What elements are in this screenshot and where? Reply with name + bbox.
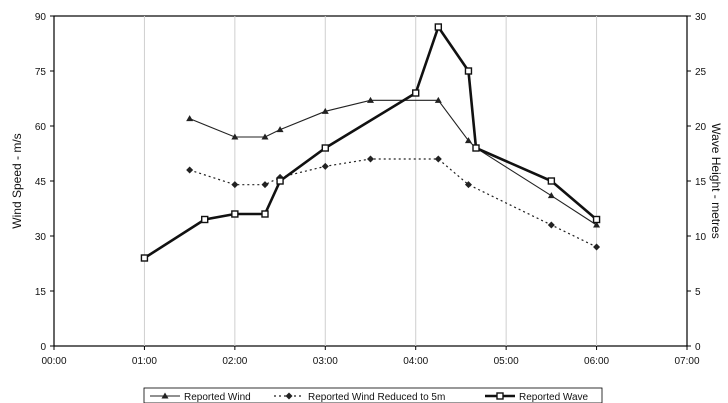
- y-right-tick-label: 15: [695, 177, 707, 188]
- square-marker: [140, 254, 149, 262]
- y-right-axis-title: Wave Height - metres: [709, 123, 723, 239]
- square-marker: [276, 177, 284, 185]
- x-tick-label: 00:00: [41, 356, 66, 367]
- diamond-marker: [231, 181, 239, 189]
- triangle-marker: [186, 115, 194, 122]
- square-marker: [496, 392, 504, 400]
- square-marker: [547, 177, 556, 185]
- square-marker: [412, 89, 420, 97]
- diamond-marker: [321, 162, 329, 170]
- legend-item: Reported Wind: [150, 392, 251, 403]
- triangle-marker: [261, 133, 269, 140]
- y-left-tick-label: 60: [35, 122, 47, 133]
- triangle-marker: [367, 96, 374, 103]
- plot-area: [53, 15, 688, 347]
- y-left-tick-label: 30: [35, 232, 47, 243]
- y-right-tick-label: 30: [695, 12, 707, 23]
- x-tick-label: 01:00: [132, 356, 157, 367]
- x-tick-label: 05:00: [494, 356, 519, 367]
- triangle-marker: [231, 133, 239, 140]
- legend-label: Reported Wind: [184, 392, 251, 403]
- y-left-tick-label: 75: [35, 67, 47, 78]
- diamond-marker: [464, 181, 472, 189]
- y-right-tick-label: 20: [695, 122, 707, 133]
- diamond-marker: [367, 155, 374, 163]
- vertical-gridlines: [143, 16, 598, 346]
- triangle-marker: [321, 107, 329, 114]
- square-marker: [201, 215, 209, 224]
- triangle-marker: [547, 192, 555, 199]
- legend-label: Reported Wind Reduced to 5m: [308, 392, 445, 403]
- right-y-ticks: 0 5 10 15 20 25 30: [687, 12, 707, 353]
- triangle-marker: [161, 392, 169, 399]
- y-left-axis-title: Wind Speed - m/s: [10, 133, 24, 228]
- x-tick-label: 06:00: [584, 356, 609, 367]
- legend: Reported Wind Reported Wind Reduced to 5m…: [143, 387, 603, 403]
- y-right-tick-label: 10: [695, 232, 707, 243]
- triangle-marker: [593, 221, 601, 228]
- diamond-marker: [593, 243, 601, 251]
- y-left-tick-label: 0: [40, 342, 46, 353]
- y-right-tick-label: 25: [695, 67, 707, 78]
- diamond-marker: [547, 221, 555, 229]
- x-tick-label: 07:00: [674, 356, 699, 367]
- x-tick-label: 02:00: [222, 356, 247, 367]
- diamond-marker: [434, 155, 442, 163]
- x-tick-label: 03:00: [313, 356, 338, 367]
- x-ticks: 00:00 01:00 02:00 03:00 04:00 05:00 06:00 07:00: [41, 346, 700, 367]
- series-reported-wave: [140, 23, 601, 262]
- x-tick-label: 04:00: [403, 356, 428, 367]
- left-y-ticks: 0 15 30 45 60 75 90: [35, 12, 54, 353]
- triangle-marker: [434, 96, 442, 103]
- legend-box: [143, 387, 603, 403]
- square-marker: [231, 210, 239, 218]
- triangle-marker: [464, 137, 472, 144]
- legend-item: Reported Wave: [485, 392, 589, 403]
- square-marker: [592, 215, 601, 224]
- legend-label: Reported Wave: [519, 392, 589, 403]
- legend-item: Reported Wind Reduced to 5m: [274, 392, 445, 403]
- square-marker: [472, 144, 480, 152]
- series-group: [140, 23, 601, 262]
- y-right-tick-label: 5: [695, 287, 701, 298]
- triangle-marker: [276, 126, 284, 133]
- diamond-marker: [186, 166, 194, 174]
- series-line: [143, 24, 598, 260]
- series-line: [189, 158, 597, 248]
- y-right-tick-label: 0: [695, 342, 701, 353]
- y-left-tick-label: 90: [35, 12, 47, 23]
- square-marker: [321, 144, 329, 152]
- y-left-tick-label: 15: [35, 287, 47, 298]
- y-left-tick-label: 45: [35, 177, 47, 188]
- square-marker: [261, 210, 269, 218]
- square-marker: [434, 23, 443, 31]
- diamond-marker: [285, 392, 293, 400]
- square-marker: [464, 67, 473, 75]
- diamond-marker: [261, 181, 269, 189]
